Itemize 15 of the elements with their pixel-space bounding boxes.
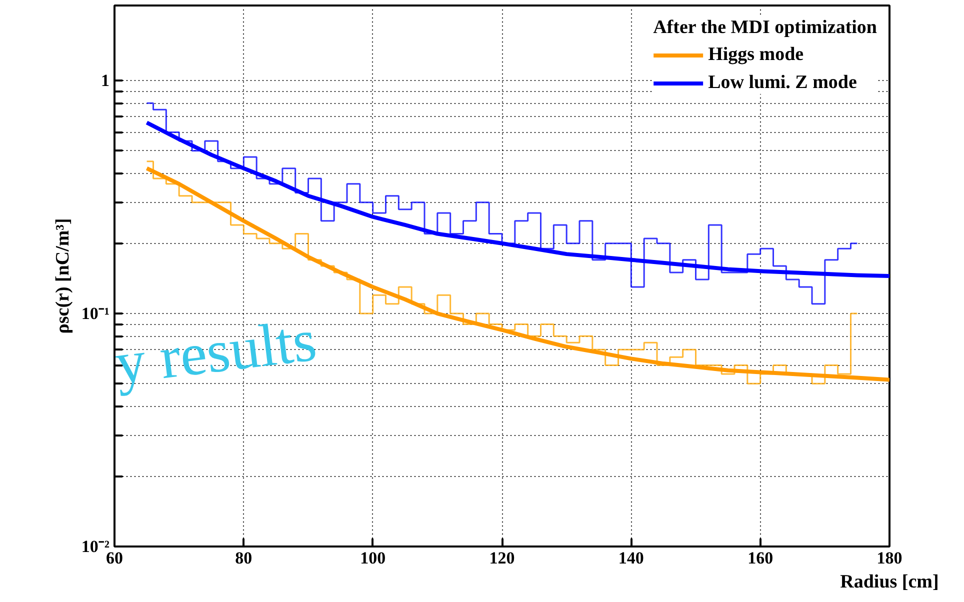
x-tick-label: 160 [748, 548, 774, 568]
y-tick-label: 10⁻¹ [81, 304, 110, 324]
y-tick-label: 1 [101, 71, 110, 90]
x-tick-label: 100 [360, 548, 386, 568]
y-axis-title: ρsc(r) [nC/m³] [52, 218, 74, 334]
annotation: y results [112, 306, 320, 396]
legend-label: Higgs mode [708, 44, 804, 66]
x-tick-label: 180 [876, 548, 902, 568]
legend-label: Low lumi. Z mode [708, 72, 857, 94]
x-tick-label: 140 [618, 548, 644, 568]
x-tick-label: 80 [235, 548, 252, 568]
legend-title: After the MDI optimization [653, 17, 877, 39]
x-axis-title: Radius [cm] [840, 572, 939, 592]
x-tick-label: 120 [489, 548, 515, 568]
x-tick-label: 60 [106, 548, 123, 568]
